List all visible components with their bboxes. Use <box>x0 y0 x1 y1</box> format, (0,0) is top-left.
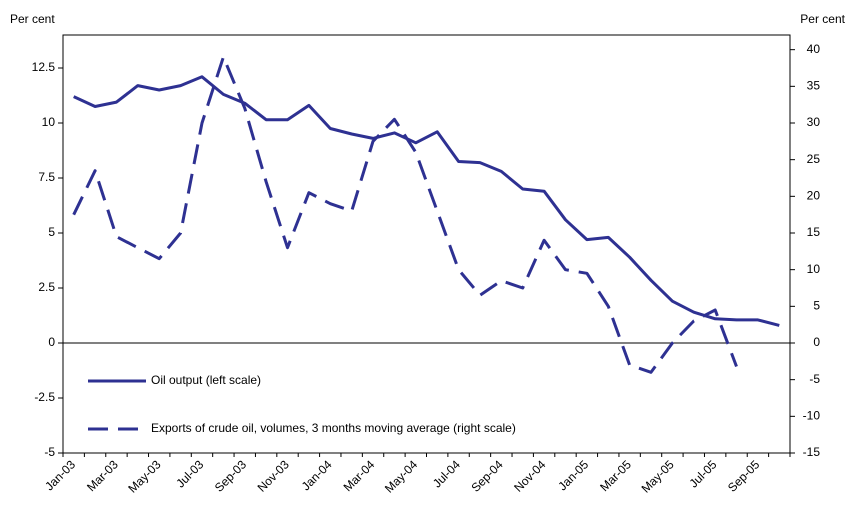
x-tick-label: May-03 <box>125 457 163 495</box>
y2-tick-label: -10 <box>803 409 821 423</box>
y2-tick-label: -5 <box>809 372 820 386</box>
y-tick-label: 10 <box>42 115 56 129</box>
y2-tick-label: 25 <box>807 152 821 166</box>
y-tick-label: 7.5 <box>38 170 55 184</box>
x-tick-label: Sep-03 <box>212 457 249 494</box>
x-tick-label: Nov-04 <box>511 457 548 494</box>
y2-tick-label: 35 <box>807 79 821 93</box>
x-tick-label: Jul-05 <box>687 457 720 490</box>
x-tick-label: Jan-05 <box>555 457 591 493</box>
x-tick-label: Mar-03 <box>84 457 121 494</box>
x-tick-label: Mar-04 <box>341 457 378 494</box>
y2-tick-label: 0 <box>813 335 820 349</box>
y-tick-label: 0 <box>48 335 55 349</box>
y2-axis-label: Per cent <box>800 12 845 26</box>
y2-tick-label: 15 <box>807 225 821 239</box>
legend-label: Oil output (left scale) <box>151 373 261 387</box>
x-tick-label: Mar-05 <box>597 457 634 494</box>
x-tick-label: May-04 <box>382 457 420 495</box>
y2-tick-label: 10 <box>807 262 821 276</box>
y-tick-label: 2.5 <box>38 280 55 294</box>
y2-tick-label: 30 <box>807 115 821 129</box>
y-tick-label: -2.5 <box>34 390 55 404</box>
y-tick-label: 5 <box>48 225 55 239</box>
x-tick-label: Nov-03 <box>255 457 292 494</box>
x-tick-label: Jul-04 <box>430 457 463 490</box>
x-tick-label: Jul-03 <box>173 457 206 490</box>
x-tick-label: May-05 <box>639 457 677 495</box>
y2-tick-label: 20 <box>807 189 821 203</box>
y2-tick-label: -15 <box>803 445 821 459</box>
y-tick-label: -5 <box>44 445 55 459</box>
series-line <box>72 55 738 374</box>
x-tick-label: Sep-05 <box>725 457 762 494</box>
x-tick-label: Sep-04 <box>468 457 505 494</box>
series-line <box>73 75 780 327</box>
y2-tick-label: 40 <box>807 42 821 56</box>
x-tick-label: Jan-04 <box>299 457 335 493</box>
y-axis-label: Per cent <box>10 12 55 26</box>
y2-tick-label: 5 <box>813 299 820 313</box>
x-tick-label: Jan-03 <box>42 457 78 493</box>
y-tick-label: 12.5 <box>32 60 56 74</box>
legend-label: Exports of crude oil, volumes, 3 months … <box>151 421 516 435</box>
